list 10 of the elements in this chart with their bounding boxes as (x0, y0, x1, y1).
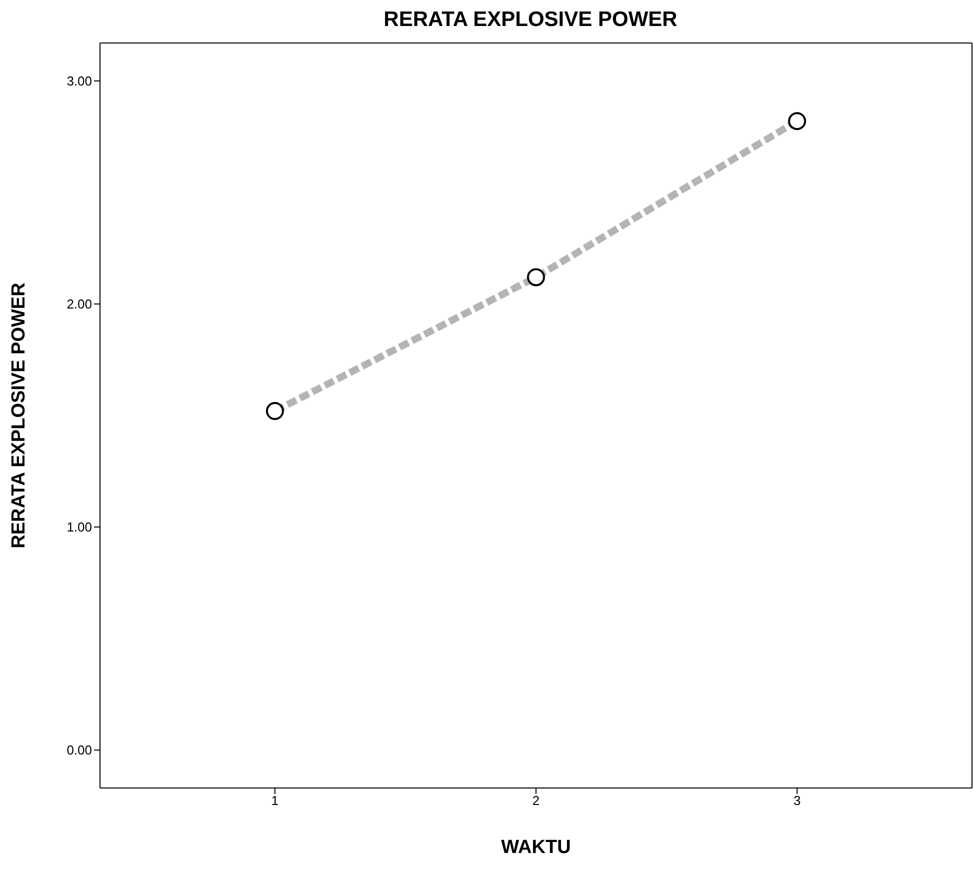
x-axis-title: WAKTU (501, 837, 571, 858)
y-axis-title: RERATA EXPLOSIVE POWER (8, 282, 30, 548)
y-tick-label: 2.00 (66, 296, 92, 312)
y-tick-label: 1.00 (66, 520, 92, 535)
x-tick-label: 1 (271, 793, 279, 808)
y-tick-label: 0.00 (66, 742, 92, 758)
x-tick-label: 3 (793, 793, 801, 808)
chart-title: RERATA EXPLOSIVE POWER (382, 8, 678, 33)
x-tick-label: 2 (532, 793, 540, 808)
y-tick-label: 3.00 (66, 74, 92, 89)
